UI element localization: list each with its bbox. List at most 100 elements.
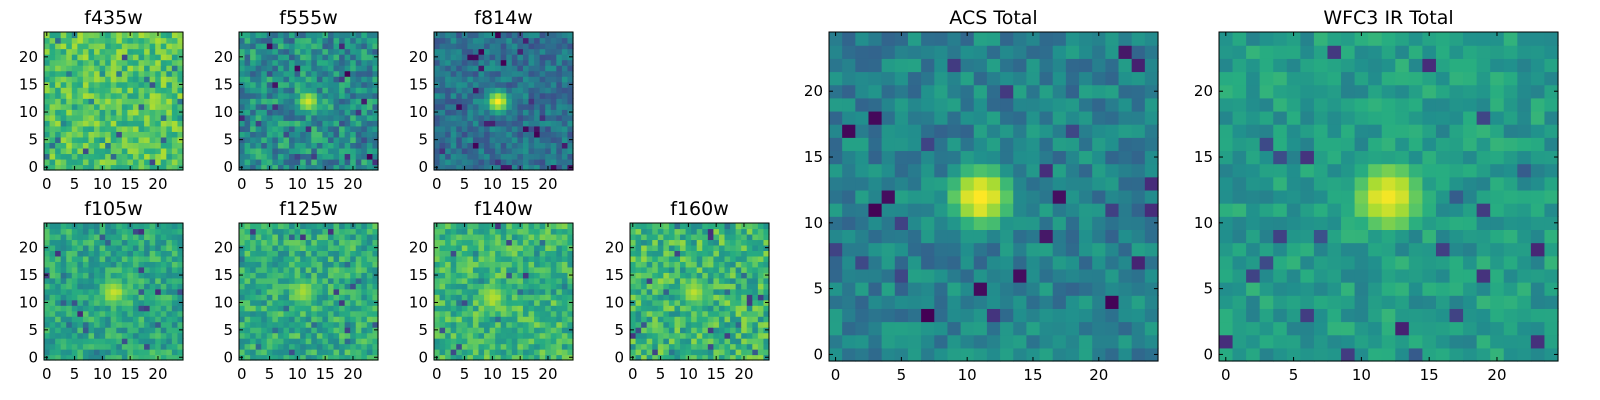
heatmap-cell — [77, 255, 84, 262]
heatmap-cell — [311, 327, 318, 334]
heatmap-cell — [82, 147, 90, 155]
heatmap-cell — [77, 54, 84, 61]
heatmap-cell — [550, 277, 557, 284]
heatmap-cell — [71, 136, 78, 143]
heatmap-cell — [522, 316, 530, 323]
heatmap-cell — [921, 189, 935, 204]
heatmap-cell — [44, 70, 51, 77]
heatmap-cell — [718, 261, 726, 268]
heatmap-cell — [1144, 255, 1159, 270]
heatmap-cell — [116, 81, 123, 88]
heatmap-cell — [567, 153, 574, 160]
heatmap-cell — [472, 354, 480, 361]
heatmap-cell — [327, 65, 335, 72]
heatmap-cell — [868, 282, 883, 296]
heatmap-cell — [361, 354, 368, 361]
heatmap-cell — [155, 288, 162, 295]
heatmap-cell — [517, 147, 524, 155]
heatmap-cell — [478, 343, 485, 350]
heatmap-cell — [327, 288, 335, 295]
heatmap-cell — [702, 321, 709, 328]
heatmap-cell — [467, 147, 474, 155]
heatmap-cell — [668, 305, 676, 312]
heatmap-cell — [484, 239, 491, 246]
heatmap-cell — [121, 98, 128, 105]
heatmap-cell — [138, 147, 145, 155]
heatmap-cell — [261, 283, 268, 290]
heatmap-cell — [439, 32, 446, 39]
heatmap-cell — [685, 349, 692, 356]
heatmap-cell — [439, 239, 446, 246]
heatmap-cell — [110, 266, 117, 273]
heatmap-cell — [663, 321, 670, 328]
heatmap-cell — [294, 266, 301, 273]
heatmap-cell — [177, 153, 184, 160]
heatmap-cell — [160, 98, 167, 105]
heatmap-cell — [239, 228, 246, 235]
heatmap-cell — [77, 223, 84, 230]
heatmap-cell — [517, 142, 524, 149]
heatmap-cell — [741, 310, 748, 317]
heatmap-cell — [445, 65, 452, 72]
heatmap-cell — [55, 125, 62, 132]
heatmap-cell — [855, 242, 870, 257]
heatmap-cell — [472, 288, 480, 295]
heatmap-cell — [539, 255, 546, 262]
heatmap-cell — [49, 233, 56, 241]
heatmap-cell — [495, 153, 502, 160]
heatmap-cell — [702, 255, 709, 262]
heatmap-cell — [55, 321, 62, 328]
heatmap-cell — [439, 59, 446, 66]
heatmap-cell — [239, 310, 246, 317]
heatmap-cell — [707, 250, 714, 257]
heatmap-cell — [663, 316, 670, 323]
heatmap-cell — [66, 109, 73, 116]
heatmap-cell — [724, 283, 731, 290]
heatmap-cell — [456, 114, 463, 121]
heatmap-cell — [289, 305, 296, 312]
heatmap-cell — [49, 114, 56, 121]
heatmap-cell — [171, 321, 179, 328]
heatmap-cell — [829, 308, 843, 323]
heatmap-cell — [277, 233, 285, 241]
heatmap-cell — [550, 266, 557, 273]
heatmap-cell — [685, 288, 692, 295]
heatmap-cell — [289, 239, 296, 246]
heatmap-cell — [366, 37, 374, 44]
heatmap-cell — [99, 255, 106, 262]
heatmap-cell — [484, 233, 491, 241]
heatmap-cell — [355, 239, 362, 246]
heatmap-cell — [534, 164, 541, 171]
heatmap-cell — [327, 343, 335, 350]
heatmap-cell — [489, 142, 496, 149]
heatmap-cell — [517, 272, 524, 279]
heatmap-cell — [550, 65, 557, 72]
heatmap-cell — [239, 98, 246, 105]
heatmap-cell — [311, 65, 318, 72]
heatmap-cell — [60, 98, 67, 105]
heatmap-cell — [66, 136, 73, 143]
heatmap-cell — [646, 272, 653, 279]
x-tick-label: 20 — [734, 365, 753, 383]
heatmap-cell — [472, 76, 480, 83]
heatmap-cell — [99, 70, 106, 77]
heatmap-cell — [132, 70, 140, 77]
heatmap-cell — [450, 70, 457, 77]
heatmap-cell — [305, 233, 312, 241]
heatmap-cell — [1013, 229, 1027, 244]
heatmap-cell — [105, 277, 112, 284]
heatmap-cell — [327, 147, 335, 155]
heatmap-cell — [522, 277, 530, 284]
heatmap-cell — [261, 103, 268, 110]
heatmap-cell — [277, 114, 285, 121]
heatmap-cell — [333, 76, 340, 83]
heatmap-cell — [696, 255, 703, 262]
heatmap-cell — [344, 228, 351, 235]
x-tick-label: 15 — [707, 365, 726, 383]
heatmap-cell — [467, 114, 474, 121]
heatmap-cell — [522, 103, 530, 110]
heatmap-cell — [66, 239, 73, 246]
heatmap-cell — [550, 120, 557, 127]
heatmap-cell — [1013, 321, 1027, 336]
heatmap-cell — [289, 103, 296, 110]
